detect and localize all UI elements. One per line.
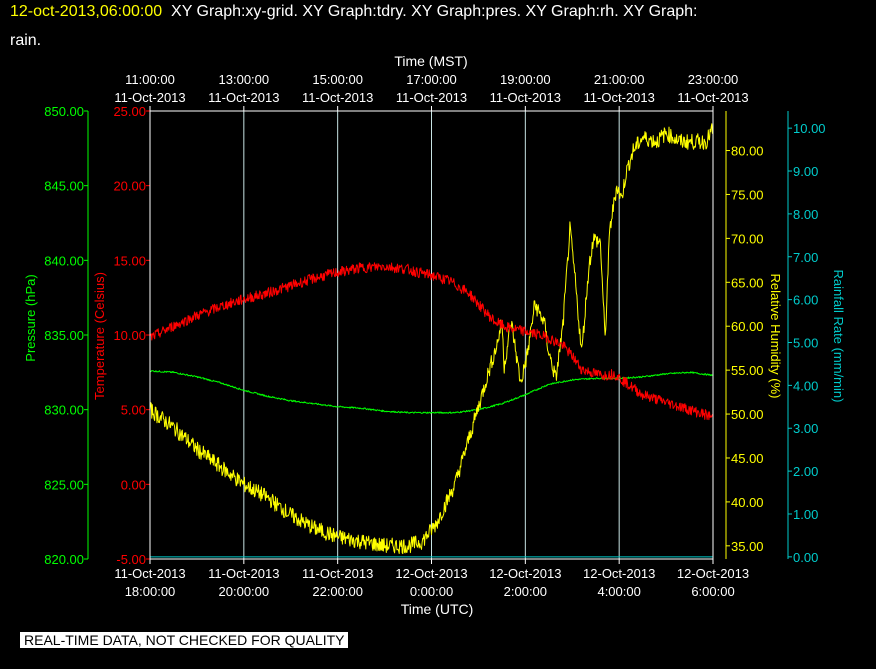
x-bottom-axis-label: Time (UTC) <box>401 601 474 617</box>
x-bottom-tick-date: 12-Oct-2013 <box>395 566 467 581</box>
x-top-tick-date: 11-Oct-2013 <box>677 90 748 105</box>
humidity-tick-label: 55.00 <box>731 363 764 378</box>
axes: 11-Oct-2013 18:00:00 11-Oct-2013 20:00:00 11… <box>44 72 825 599</box>
x-bottom-tick-date: 12-Oct-2013 <box>583 566 655 581</box>
humidity-axis-label: Relative Humidity (%) <box>768 274 783 399</box>
chart-title: 12-oct-2013,06:00:00 XY Graph:xy-grid. X… <box>10 3 698 21</box>
x-bottom-tick-time: 6:00:00 <box>691 584 734 599</box>
plot-frame <box>149 110 714 560</box>
x-top-tick-date: 11-Oct-2013 <box>114 90 185 105</box>
humidity-series-line <box>149 123 714 555</box>
humidity-tick-label: 70.00 <box>731 231 764 246</box>
rain-tick-label: 4.00 <box>793 378 818 393</box>
rain-tick-label: 1.00 <box>793 507 818 522</box>
x-bottom-tick-date: 12-Oct-2013 <box>677 566 749 581</box>
temperature-tick-label: 0.00 <box>121 477 146 492</box>
x-top-tick-time: 13:00:00 <box>219 72 270 87</box>
x-top-tick-date: 11-Oct-2013 <box>584 90 655 105</box>
x-bottom-tick-time: 0:00:00 <box>410 584 453 599</box>
humidity-tick-label: 60.00 <box>731 319 764 334</box>
rain-tick-label: 5.00 <box>793 336 818 351</box>
x-top-tick-time: 11:00:00 <box>125 72 175 87</box>
pressure-tick-label: 835.00 <box>44 328 84 343</box>
x-top-tick-date: 11-Oct-2013 <box>396 90 467 105</box>
humidity-tick-label: 35.00 <box>731 539 764 554</box>
chart-title-continued: rain. <box>10 32 42 49</box>
x-top-tick-time: 15:00:00 <box>312 72 363 87</box>
x-bottom-tick-time: 2:00:00 <box>504 584 547 599</box>
x-bottom-tick-date: 12-Oct-2013 <box>489 566 561 581</box>
pressure-tick-label: 830.00 <box>44 403 84 418</box>
temperature-tick-label: -5.00 <box>116 552 146 567</box>
x-bottom-tick-date: 11-Oct-2013 <box>302 566 373 581</box>
rain-axis-label: Rainfall Rate (mm/min) <box>831 270 846 403</box>
temperature-tick-label: 5.00 <box>121 403 146 418</box>
rain-tick-label: 10.00 <box>793 121 826 136</box>
x-top-tick-date: 11-Oct-2013 <box>208 90 279 105</box>
pressure-series-line <box>149 370 714 414</box>
quality-notice: REAL-TIME DATA, NOT CHECKED FOR QUALITY <box>20 632 349 648</box>
rain-tick-label: 2.00 <box>793 464 818 479</box>
data-series <box>149 123 714 558</box>
x-top-tick-time: 17:00:00 <box>406 72 457 87</box>
humidity-tick-label: 80.00 <box>731 144 764 159</box>
x-top-tick-date: 11-Oct-2013 <box>302 90 373 105</box>
x-bottom-tick-time: 18:00:00 <box>125 584 176 599</box>
title-graph-list: XY Graph:xy-grid. XY Graph:tdry. XY Grap… <box>171 3 698 20</box>
x-top-tick-date: 11-Oct-2013 <box>490 90 561 105</box>
x-top-tick-time: 19:00:00 <box>500 72 551 87</box>
x-bottom-tick-time: 22:00:00 <box>312 584 363 599</box>
rain-tick-label: 3.00 <box>793 421 818 436</box>
pressure-tick-label: 845.00 <box>44 179 84 194</box>
humidity-tick-label: 50.00 <box>731 407 764 422</box>
temperature-tick-label: 10.00 <box>113 328 146 343</box>
temperature-series-line <box>149 262 714 421</box>
x-bottom-tick-date: 11-Oct-2013 <box>114 566 185 581</box>
grid-lines <box>243 111 620 559</box>
title-timestamp: 12-oct-2013,06:00:00 <box>10 3 163 20</box>
pressure-tick-label: 825.00 <box>44 477 84 492</box>
temperature-tick-label: 15.00 <box>113 253 146 268</box>
rain-tick-label: 8.00 <box>793 207 818 222</box>
humidity-tick-label: 40.00 <box>731 495 764 510</box>
pressure-tick-label: 850.00 <box>44 104 84 119</box>
rain-tick-label: 0.00 <box>793 550 818 565</box>
rain-tick-label: 7.00 <box>793 250 818 265</box>
rain-tick-label: 9.00 <box>793 164 818 179</box>
pressure-tick-label: 840.00 <box>44 253 84 268</box>
pressure-tick-label: 820.00 <box>44 552 84 567</box>
x-top-axis-label: Time (MST) <box>394 53 467 69</box>
x-top-tick-time: 23:00:00 <box>688 72 739 87</box>
temperature-tick-label: 25.00 <box>113 104 146 119</box>
x-bottom-tick-date: 11-Oct-2013 <box>208 566 279 581</box>
temperature-tick-label: 20.00 <box>113 179 146 194</box>
humidity-tick-label: 65.00 <box>731 275 764 290</box>
x-top-tick-time: 21:00:00 <box>594 72 645 87</box>
humidity-tick-label: 75.00 <box>731 187 764 202</box>
pressure-axis-label: Pressure (hPa) <box>23 274 38 361</box>
x-bottom-tick-time: 4:00:00 <box>597 584 640 599</box>
x-bottom-tick-time: 20:00:00 <box>219 584 270 599</box>
temperature-axis-label: Temperature (Celsius) <box>92 272 107 400</box>
rain-tick-label: 6.00 <box>793 293 818 308</box>
humidity-tick-label: 45.00 <box>731 451 764 466</box>
